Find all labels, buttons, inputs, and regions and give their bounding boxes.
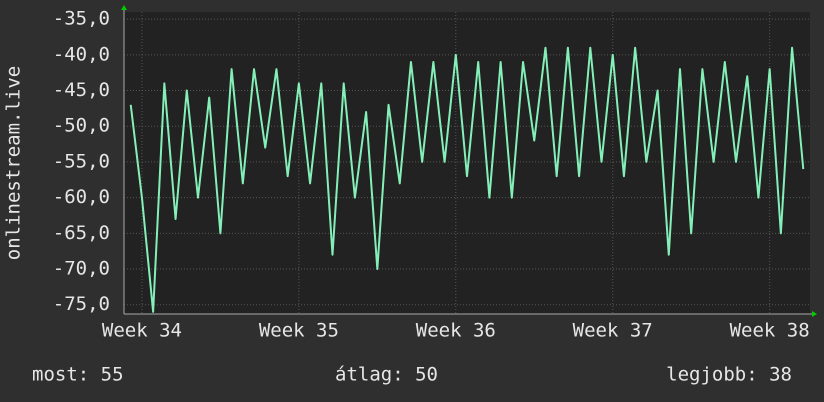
- y-tick-label: -35,0: [53, 8, 110, 30]
- stat-average: átlag: 50: [335, 364, 438, 386]
- y-tick-label: -55,0: [53, 150, 110, 172]
- y-tick-label: -65,0: [53, 222, 110, 244]
- y-tick-label: -50,0: [53, 115, 110, 137]
- stat-current: most: 55: [32, 364, 124, 386]
- x-tick-label: Week 36: [416, 320, 496, 342]
- y-axis-label: onlinestream.live: [3, 66, 25, 260]
- axis-arrow: [121, 5, 127, 10]
- axis-arrow: [812, 311, 817, 317]
- x-tick-label: Week 34: [102, 320, 182, 342]
- y-tick-label: -60,0: [53, 186, 110, 208]
- y-tick-label: -40,0: [53, 43, 110, 65]
- x-tick-label: Week 37: [573, 320, 653, 342]
- y-tick-label: -75,0: [53, 293, 110, 315]
- y-tick-label: -70,0: [53, 258, 110, 280]
- x-tick-label: Week 35: [259, 320, 339, 342]
- stat-best: legjobb: 38: [666, 364, 792, 386]
- y-tick-label: -45,0: [53, 79, 110, 101]
- x-tick-label: Week 38: [730, 320, 810, 342]
- data-line: [129, 46, 805, 313]
